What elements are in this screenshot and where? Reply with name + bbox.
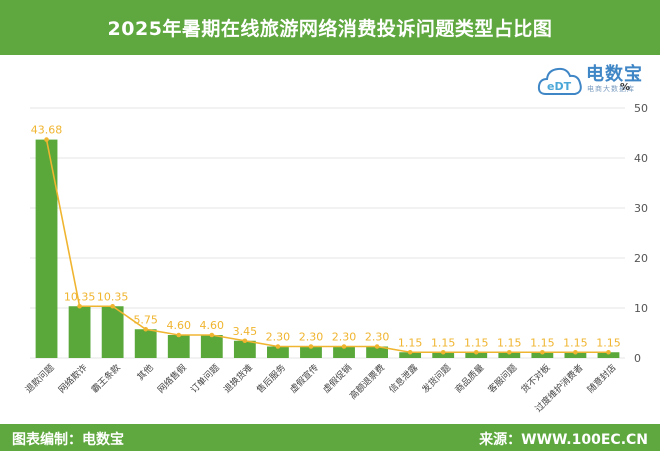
y-axis-unit: % bbox=[620, 82, 631, 93]
y-tick-label: 10 bbox=[634, 302, 648, 315]
line-point-8 bbox=[308, 344, 314, 349]
brand-logo: eDT 电数宝 电商大数据库 bbox=[536, 60, 656, 100]
chart-title-bar: 2025年暑期在线旅游网络消费投诉问题类型占比图 bbox=[0, 0, 660, 55]
bar-4 bbox=[167, 335, 190, 358]
y-tick-label: 20 bbox=[634, 252, 648, 265]
line-point-3 bbox=[143, 326, 148, 332]
bar-0 bbox=[35, 139, 58, 358]
y-tick-label: 30 bbox=[634, 202, 648, 215]
footer-credit: 图表编制：电数宝 bbox=[12, 432, 124, 448]
line-point-2 bbox=[110, 303, 115, 309]
trend-line bbox=[44, 137, 611, 355]
data-label-5: 4.60 bbox=[200, 319, 225, 332]
line-point-15 bbox=[540, 349, 545, 355]
data-label-7: 2.30 bbox=[266, 331, 291, 344]
line-point-5 bbox=[209, 332, 215, 338]
data-label-9: 2.30 bbox=[332, 331, 357, 344]
line-point-7 bbox=[275, 344, 281, 349]
line-point-1 bbox=[77, 303, 82, 309]
data-label-15: 1.15 bbox=[530, 336, 555, 349]
x-tick-label-9: 虚假促销 bbox=[320, 362, 354, 396]
x-tick-label-17: 随意封店 bbox=[585, 362, 619, 396]
x-tick-label-13: 商品质量 bbox=[452, 362, 486, 396]
data-label-12: 1.15 bbox=[431, 336, 456, 349]
x-tick-label-6: 退换货难 bbox=[221, 362, 255, 396]
bar-5 bbox=[200, 335, 223, 358]
data-label-6: 3.45 bbox=[233, 325, 258, 338]
footer-source: 来源：WWW.100EC.CN bbox=[479, 432, 648, 448]
x-tick-label-12: 发货问题 bbox=[419, 362, 453, 396]
bar-10 bbox=[366, 346, 388, 358]
data-label-11: 1.15 bbox=[398, 336, 423, 349]
x-tick-label-0: 退款问题 bbox=[23, 362, 57, 396]
chart-title: 2025年暑期在线旅游网络消费投诉问题类型占比图 bbox=[107, 18, 553, 40]
x-tick-label-4: 网络售假 bbox=[155, 362, 189, 396]
x-tick-label-5: 订单问题 bbox=[188, 362, 222, 396]
bar-line-chart: 0 10 20 30 40 50 43.68 10.35 10.35 5.75 4.60 4.60 3… bbox=[23, 102, 648, 415]
trend-line-path bbox=[45, 139, 609, 354]
line-point-0 bbox=[44, 137, 49, 142]
bar-15 bbox=[531, 352, 554, 358]
line-point-12 bbox=[440, 349, 446, 355]
line-point-6 bbox=[242, 338, 248, 344]
data-label-10: 2.30 bbox=[365, 331, 390, 344]
line-point-4 bbox=[176, 332, 182, 338]
logo-badge-text: eDT bbox=[547, 80, 572, 93]
data-labels: 43.68 10.35 10.35 5.75 4.60 4.60 3.45 2.30 2.30 2… bbox=[31, 124, 621, 350]
data-label-3: 5.75 bbox=[133, 313, 158, 326]
x-tick-label-7: 售后服务 bbox=[254, 362, 288, 396]
x-tick-label-11: 信息泄露 bbox=[386, 362, 420, 396]
y-axis-ticks: 0 10 20 30 40 50 bbox=[634, 102, 648, 365]
x-tick-label-10: 高额退票费 bbox=[347, 362, 387, 402]
line-point-10 bbox=[374, 344, 380, 349]
bar-17 bbox=[597, 352, 620, 358]
x-axis-ticks: 退款问题 网络欺诈 霸王条款 其他 网络售假 订单问题 退换货难 售后服务 虚假宣传 虚假促销高额… bbox=[23, 362, 619, 415]
logo-subtitle: 电商大数据库 bbox=[587, 85, 635, 93]
logo-name: 电数宝 bbox=[586, 64, 643, 85]
bar-12 bbox=[432, 352, 455, 358]
data-label-1: 10.35 bbox=[64, 290, 96, 303]
y-tick-label: 0 bbox=[634, 352, 641, 365]
bar-3 bbox=[134, 329, 157, 358]
line-point-13 bbox=[473, 349, 479, 355]
line-point-17 bbox=[606, 349, 611, 355]
bar-11 bbox=[399, 352, 422, 358]
y-tick-label: 40 bbox=[634, 152, 648, 165]
bar-7 bbox=[267, 346, 289, 358]
data-label-8: 2.30 bbox=[299, 331, 324, 344]
line-point-9 bbox=[341, 344, 347, 349]
x-tick-label-1: 网络欺诈 bbox=[56, 362, 90, 396]
x-tick-label-3: 其他 bbox=[135, 362, 156, 383]
x-tick-label-14: 客服问题 bbox=[485, 362, 519, 396]
grid-lines bbox=[30, 107, 625, 359]
data-label-17: 1.15 bbox=[596, 336, 621, 349]
bar-1 bbox=[68, 306, 91, 358]
bar-16 bbox=[564, 352, 587, 358]
x-tick-label-2: 霸王条款 bbox=[89, 362, 123, 396]
line-point-16 bbox=[573, 349, 578, 355]
cloud-icon: eDT bbox=[537, 67, 582, 95]
data-label-0: 43.68 bbox=[31, 124, 63, 137]
data-label-4: 4.60 bbox=[167, 319, 192, 332]
bar-13 bbox=[465, 352, 488, 358]
data-label-2: 10.35 bbox=[97, 290, 129, 303]
data-label-16: 1.15 bbox=[563, 336, 588, 349]
bar-6 bbox=[233, 340, 256, 358]
bar-14 bbox=[498, 352, 521, 358]
bar-9 bbox=[333, 346, 355, 358]
bars bbox=[35, 139, 620, 358]
y-tick-label: 50 bbox=[634, 102, 648, 115]
footer-bar: 图表编制：电数宝 来源：WWW.100EC.CN bbox=[0, 424, 660, 451]
x-tick-label-8: 虚假宣传 bbox=[287, 362, 321, 396]
data-label-14: 1.15 bbox=[497, 336, 522, 349]
line-point-11 bbox=[407, 349, 413, 355]
line-point-14 bbox=[507, 349, 512, 355]
x-tick-label-15: 货不对板 bbox=[518, 362, 552, 396]
data-label-13: 1.15 bbox=[464, 336, 489, 349]
bar-8 bbox=[300, 346, 322, 358]
bar-2 bbox=[101, 306, 124, 358]
